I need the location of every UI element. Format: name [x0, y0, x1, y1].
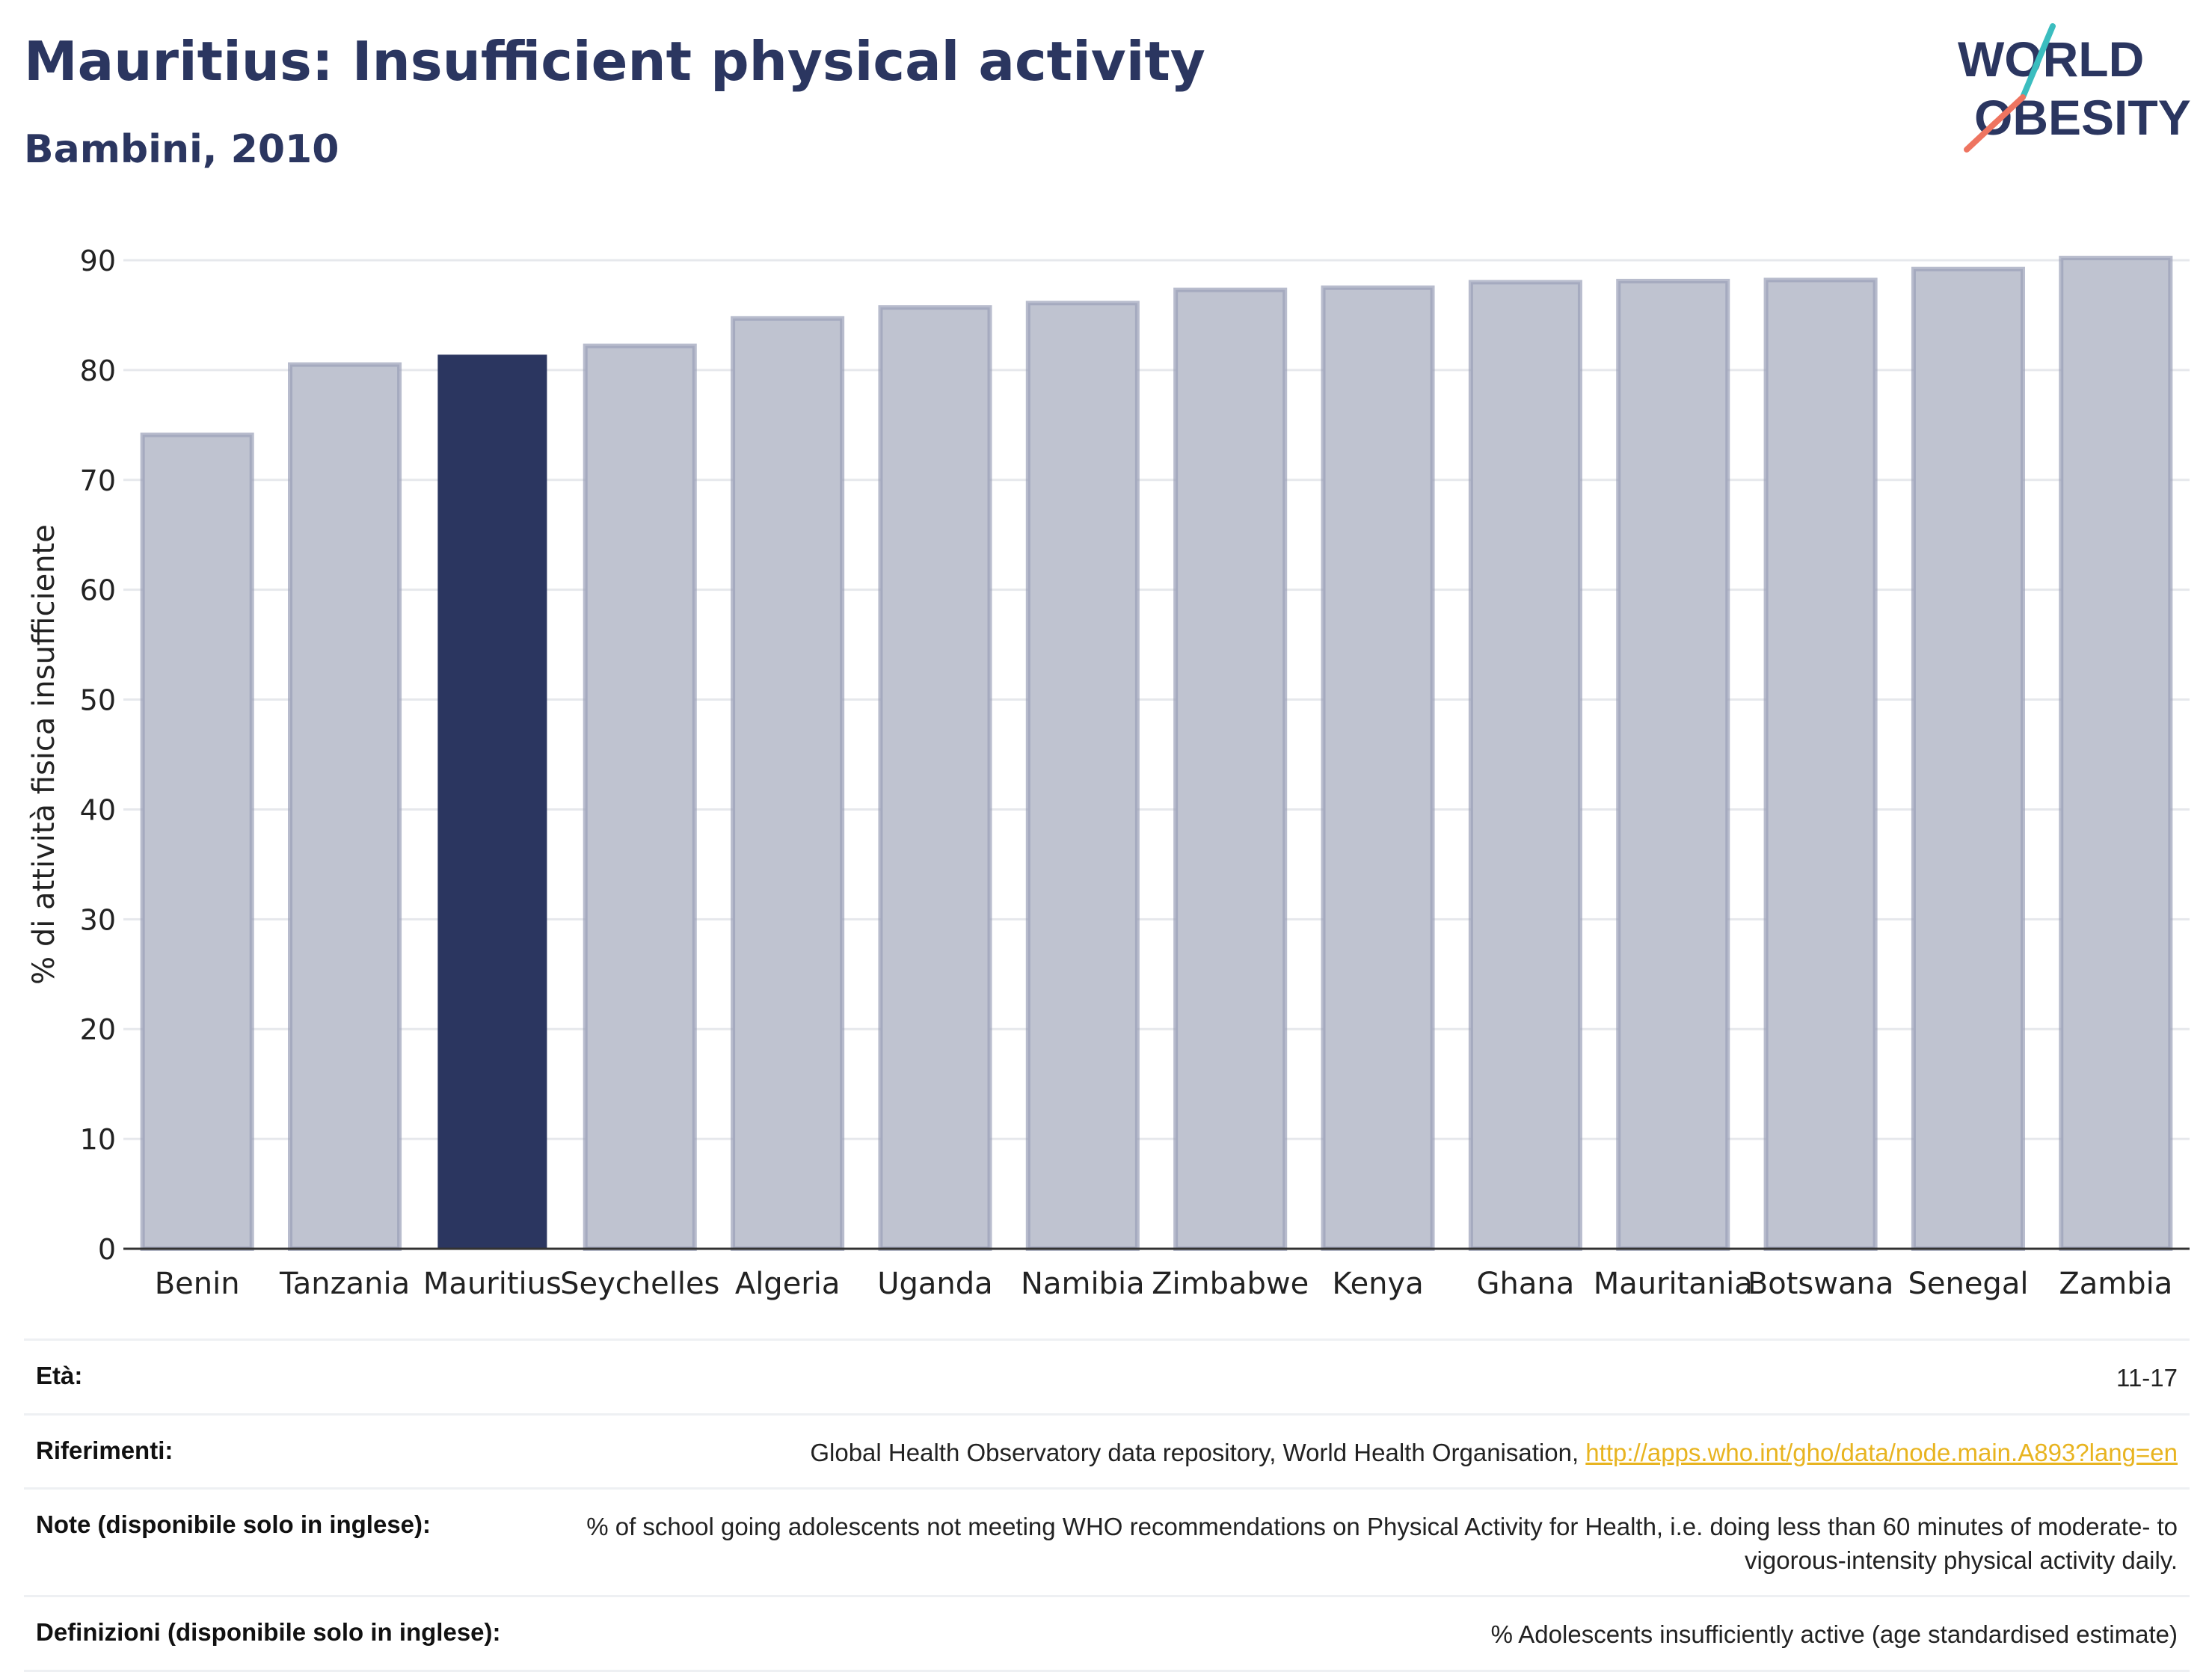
x-tick-label: Algeria	[735, 1267, 841, 1301]
x-tick-label: Senegal	[1908, 1267, 2028, 1301]
x-tick-label: Zambia	[2059, 1267, 2172, 1301]
bar-benin	[140, 432, 254, 1251]
world-obesity-logo: WORLD OBESITY	[1958, 23, 2191, 153]
logo-slash-teal-icon	[2020, 23, 2056, 100]
y-tick-label: 20	[80, 1013, 116, 1046]
x-tick-label: Ghana	[1477, 1267, 1575, 1301]
bar-ghana	[1468, 280, 1582, 1251]
y-tick-label: 50	[80, 684, 116, 717]
logo-word-1: WORLD	[1958, 31, 2144, 87]
x-tick-label: Botswana	[1748, 1267, 1894, 1301]
bar-seychelles	[583, 343, 697, 1251]
y-axis-label: % di attività fisica insufficiente	[27, 524, 61, 985]
bar-zimbabwe	[1173, 287, 1288, 1251]
y-tick-label: 80	[80, 354, 116, 387]
info-table: Età: 11-17 Riferimenti: Global Health Ob…	[24, 1338, 2190, 1672]
bar-tanzania	[288, 362, 402, 1251]
info-row-notes: Note (disponibile solo in inglese): % of…	[24, 1487, 2190, 1595]
definitions-label: Definizioni (disponibile solo in inglese…	[36, 1618, 501, 1647]
y-tick-label: 10	[80, 1123, 116, 1156]
logo-word-2: OBESITY	[1974, 90, 2191, 145]
references-link[interactable]: http://apps.who.int/gho/data/node.main.A…	[1585, 1438, 2178, 1466]
y-tick-label: 60	[80, 574, 116, 607]
x-tick-label: Uganda	[877, 1267, 992, 1301]
bar-namibia	[1025, 301, 1140, 1252]
age-label: Età:	[36, 1362, 83, 1389]
x-tick-label: Tanzania	[279, 1267, 410, 1301]
age-value: 11-17	[2116, 1364, 2178, 1392]
x-tick-label: Mauritania	[1594, 1267, 1753, 1301]
x-tick-label: Seychelles	[560, 1267, 719, 1301]
y-tick-label: 70	[80, 464, 116, 497]
bar-mauritania	[1616, 278, 1730, 1251]
info-row-definitions: Definizioni (disponibile solo in inglese…	[24, 1595, 2190, 1672]
bar-senegal	[1911, 266, 2025, 1251]
definitions-value: % Adolescents insufficiently active (age…	[1490, 1620, 2178, 1649]
references-value: Global Health Observatory data repositor…	[810, 1436, 2178, 1470]
y-tick-label: 40	[80, 793, 116, 826]
bar-zambia	[2059, 256, 2173, 1251]
references-text: Global Health Observatory data repositor…	[810, 1438, 1586, 1466]
x-tick-label: Namibia	[1021, 1267, 1145, 1301]
x-tick-label: Kenya	[1332, 1267, 1423, 1301]
chart-title: Mauritius: Insufficient physical activit…	[24, 30, 1205, 93]
x-tick-label: Zimbabwe	[1152, 1267, 1309, 1301]
info-row-age: Età: 11-17	[24, 1338, 2190, 1413]
x-tick-label: Mauritius	[423, 1267, 562, 1301]
chart-subtitle: Bambini, 2010	[24, 127, 340, 172]
bar-uganda	[878, 305, 992, 1251]
bar-mauritius	[437, 354, 547, 1249]
bar-chart: 0 10 20 30 40 50 60 70 80 90 Benin Tanzania Mauritiu…	[27, 245, 2190, 1301]
notes-label: Note (disponibile solo in inglese):	[36, 1510, 431, 1539]
info-row-references: Riferimenti: Global Health Observatory d…	[24, 1413, 2190, 1488]
references-label: Riferimenti:	[36, 1436, 173, 1464]
bar-kenya	[1321, 285, 1435, 1252]
y-tick-label: 0	[98, 1233, 116, 1266]
notes-value: % of school going adolescents not meetin…	[586, 1513, 2178, 1574]
bar-botswana	[1763, 277, 1878, 1252]
bar-algeria	[731, 316, 845, 1252]
x-tick-label: Benin	[155, 1267, 240, 1301]
y-tick-label: 90	[80, 245, 116, 277]
y-tick-label: 30	[80, 903, 116, 936]
logo-slash-coral-icon	[1964, 94, 2026, 153]
